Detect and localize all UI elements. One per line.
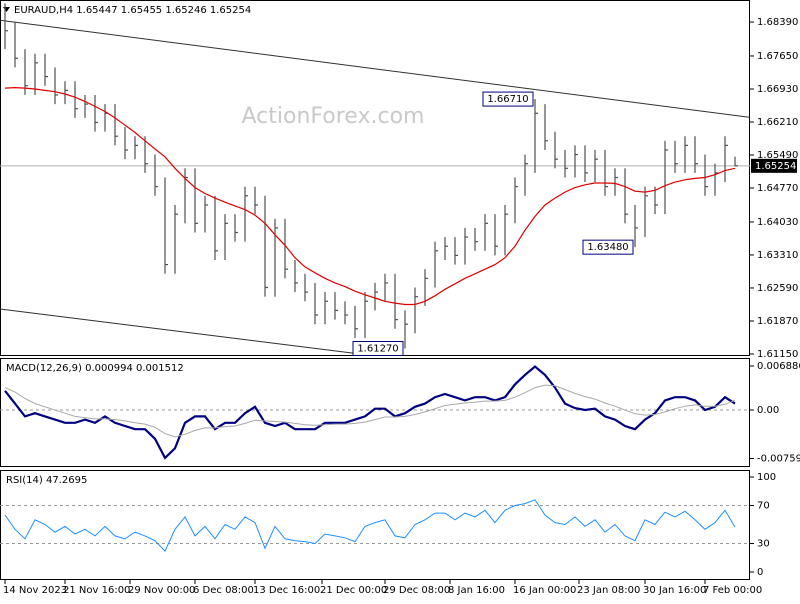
price-label: 1.63480 — [587, 242, 628, 253]
y-tick-label: 0 — [757, 567, 763, 578]
panel-frame — [0, 358, 750, 467]
y-tick-label: 1.67650 — [757, 51, 798, 62]
y-tick-label: 70 — [757, 501, 770, 512]
moving-average — [4, 86, 736, 306]
y-tick-label: 0.006886 — [757, 361, 800, 372]
y-tick-label: 30 — [757, 539, 770, 550]
trend-line — [0, 19, 751, 118]
panel-title: EURAUD,H4 1.65447 1.65455 1.65246 1.6525… — [14, 5, 251, 16]
panel-frame — [0, 470, 750, 580]
y-tick-label: 0.00 — [757, 405, 779, 416]
macd-line — [4, 365, 736, 460]
x-tick-label: 13 Dec 16:00 — [253, 585, 320, 596]
x-tick-label: 16 Jan 00:00 — [513, 585, 576, 596]
y-tick-label: 100 — [757, 472, 776, 483]
x-tick-label: 7 Feb 00:00 — [703, 585, 762, 596]
price-label: 1.61270 — [357, 343, 398, 354]
price-label: 1.66710 — [487, 94, 528, 105]
last-price-label: 1.65254 — [755, 161, 796, 172]
x-tick-label: 29 Dec 08:00 — [383, 585, 450, 596]
price-label-box — [582, 239, 634, 255]
x-tick-label: 6 Dec 08:00 — [193, 585, 254, 596]
y-tick-label: 1.65490 — [757, 150, 798, 161]
y-tick-label: 1.64770 — [757, 183, 798, 194]
watermark: ActionForex.com — [242, 104, 425, 129]
price-label-box — [482, 91, 534, 107]
y-tick-label: 1.66210 — [757, 117, 798, 128]
signal-line — [4, 384, 736, 438]
y-tick-label: 1.61150 — [757, 349, 798, 360]
y-tick-label: 1.64030 — [757, 217, 798, 228]
x-tick-label: 30 Jan 16:00 — [643, 585, 706, 596]
x-tick-label: 29 Nov 00:00 — [128, 585, 195, 596]
panel-title: RSI(14) 47.2695 — [6, 475, 87, 486]
panel-title: MACD(12,26,9) 0.000994 0.001512 — [6, 363, 184, 374]
y-tick-label: 1.68390 — [757, 17, 798, 28]
price-label-box — [352, 340, 404, 356]
x-tick-label: 21 Dec 00:00 — [320, 585, 387, 596]
x-tick-label: 8 Jan 16:00 — [448, 585, 505, 596]
y-tick-label: 1.62590 — [757, 283, 798, 294]
y-tick-label: -0.007591 — [757, 454, 800, 465]
y-tick-label: 1.66930 — [757, 84, 798, 95]
x-tick-label: 21 Nov 16:00 — [63, 585, 130, 596]
y-tick-label: 1.61870 — [757, 316, 798, 327]
trend-line — [0, 308, 361, 355]
rsi-line — [4, 499, 736, 552]
y-tick-label: 1.63310 — [757, 250, 798, 261]
x-tick-label: 23 Jan 08:00 — [577, 585, 640, 596]
x-tick-label: 14 Nov 2023 — [3, 585, 67, 596]
last-price-tag — [751, 158, 797, 173]
